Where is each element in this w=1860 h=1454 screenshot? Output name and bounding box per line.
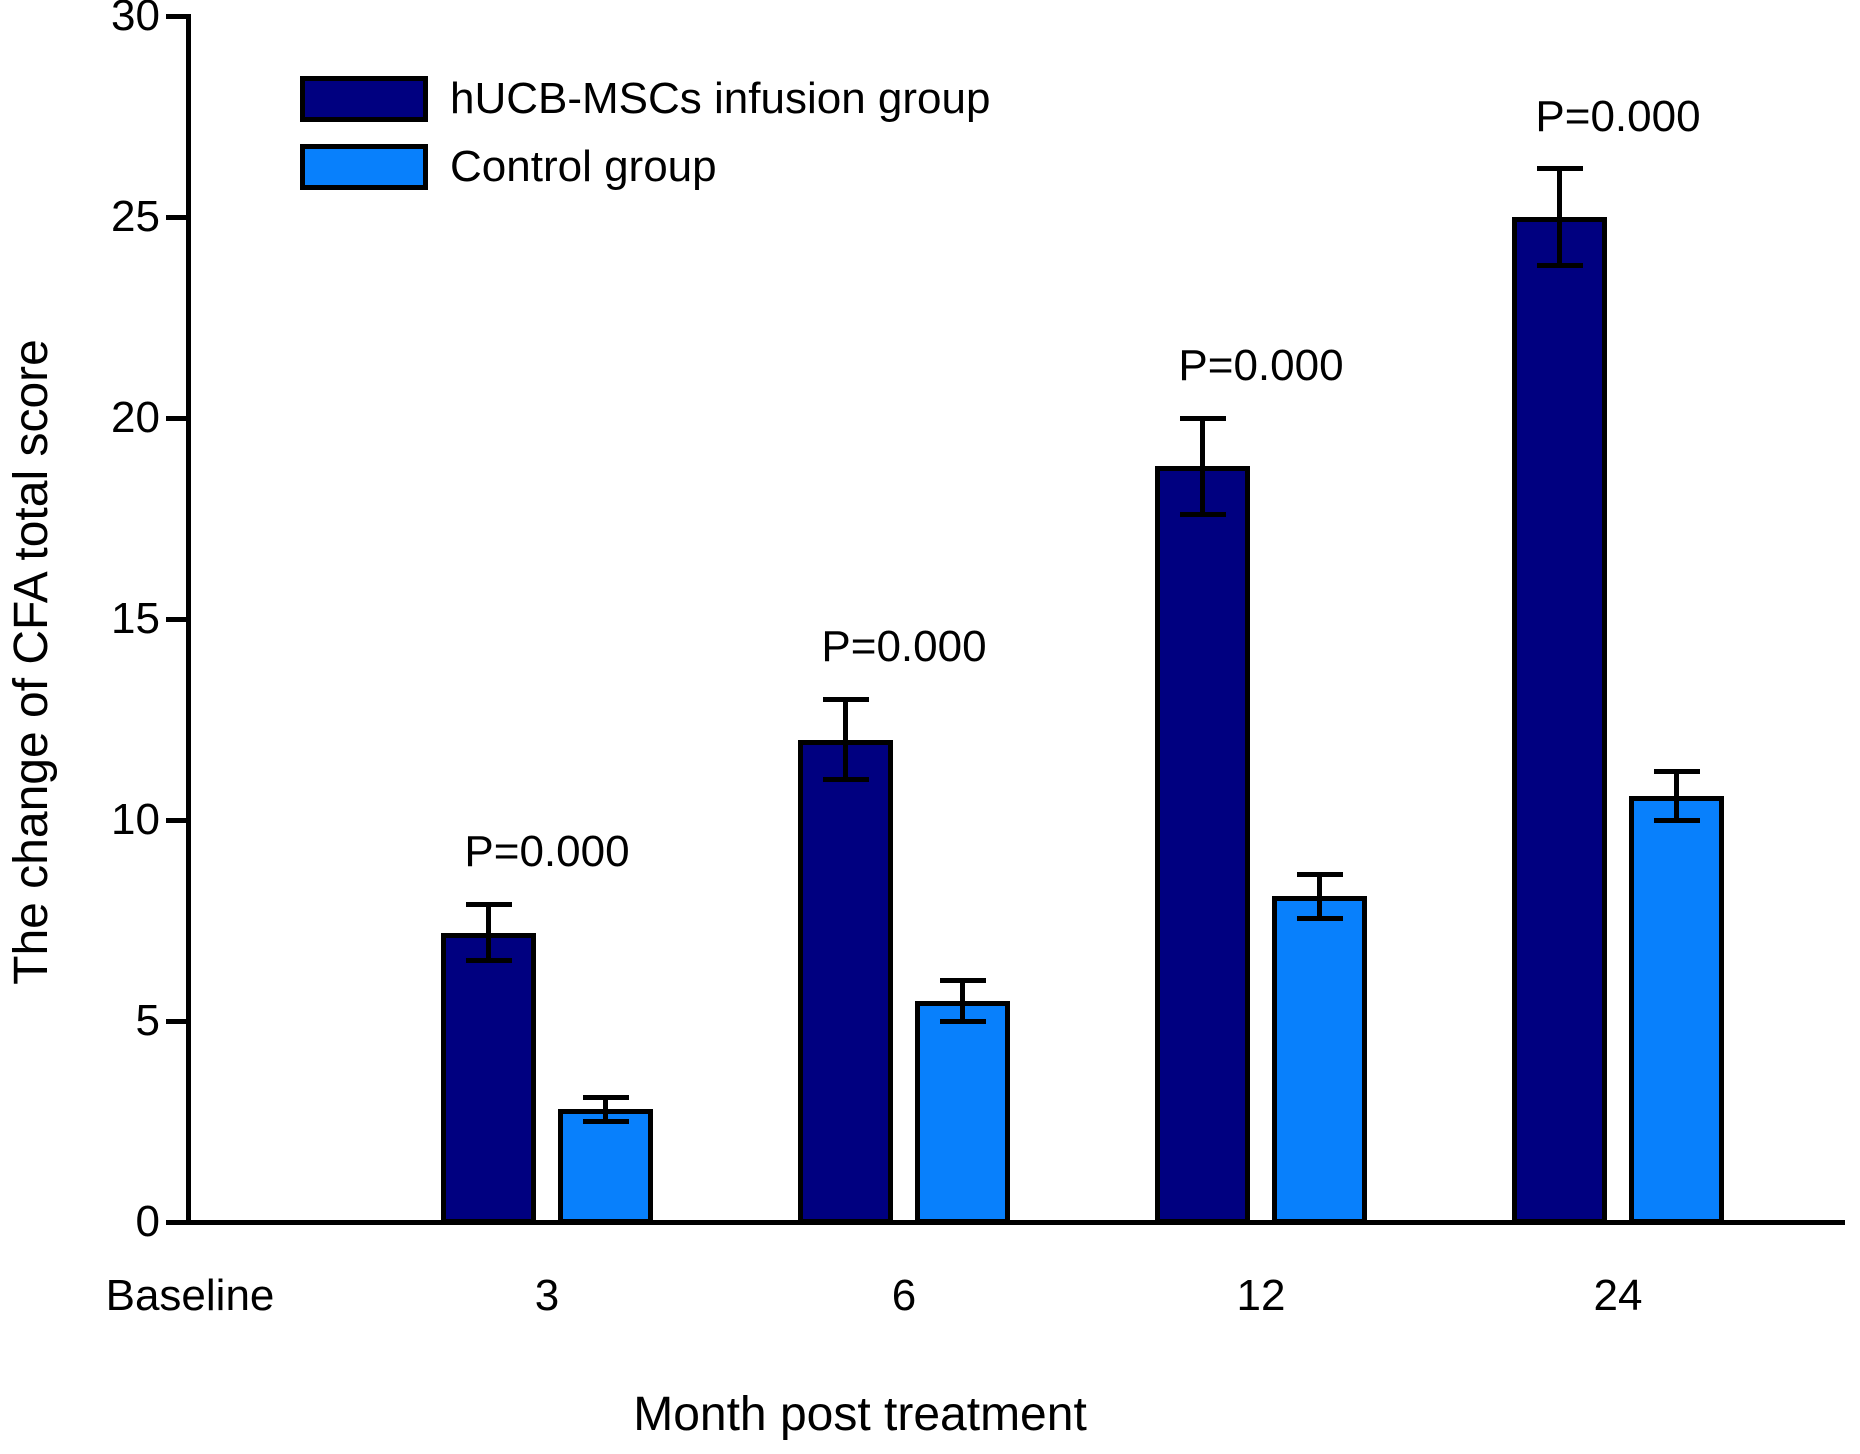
y-tick (166, 818, 188, 823)
p-value-annotation: P=0.000 (1535, 91, 1701, 141)
error-bar-cap-bottom (1296, 915, 1343, 921)
y-tick (166, 416, 188, 421)
error-bar-cap-bottom (939, 1018, 986, 1024)
y-tick (166, 215, 188, 220)
x-axis-line (186, 1220, 1845, 1225)
error-bar-stem (1200, 418, 1205, 515)
category-label: 6 (891, 1271, 917, 1320)
y-tick (166, 617, 188, 622)
y-tick-label: 10 (111, 795, 160, 844)
error-bar-cap-bottom (1536, 262, 1583, 268)
y-tick-label: 20 (111, 393, 160, 442)
y-tick-label: 15 (111, 594, 160, 643)
y-tick (166, 1220, 188, 1225)
x-axis-title: Month post treatment (633, 1388, 1087, 1441)
error-bar-stem (1317, 874, 1322, 919)
y-tick (166, 14, 188, 19)
category-label: Baseline (105, 1271, 275, 1320)
legend-swatch-control-group (300, 144, 428, 190)
category-label: 3 (534, 1271, 560, 1320)
legend-item-infusion-group: hUCB-MSCs infusion group (300, 74, 990, 124)
bar-control-3 (558, 1109, 653, 1224)
y-tick (166, 1019, 188, 1024)
error-bar-cap-bottom (822, 777, 869, 783)
bar-infusion-6 (798, 739, 893, 1224)
category-label: 12 (1236, 1271, 1286, 1320)
error-bar-cap-bottom (1653, 817, 1700, 823)
bar-control-6 (915, 1000, 1010, 1224)
error-bar-cap-bottom (1179, 511, 1226, 517)
y-tick-label: 0 (135, 1197, 160, 1246)
error-bar-cap-top (939, 978, 986, 984)
legend: hUCB-MSCs infusion group Control group (300, 74, 990, 210)
error-bar-cap-top (1536, 166, 1583, 172)
legend-item-control-group: Control group (300, 142, 990, 192)
y-axis-line (186, 14, 191, 1225)
error-bar-stem (1674, 771, 1679, 820)
y-tick-label: 30 (111, 0, 160, 40)
error-bar-stem (486, 904, 491, 961)
error-bar-cap-top (465, 901, 512, 907)
error-bar-cap-top (1653, 769, 1700, 775)
p-value-annotation: P=0.000 (1178, 341, 1344, 390)
y-tick-label: 25 (111, 192, 160, 241)
legend-label-infusion-group: hUCB-MSCs infusion group (450, 74, 991, 123)
error-bar-stem (843, 699, 848, 780)
error-bar-stem (1557, 168, 1562, 266)
p-value-annotation: P=0.000 (821, 622, 987, 672)
error-bar-cap-top (582, 1094, 629, 1100)
error-bar-cap-bottom (582, 1119, 629, 1124)
error-bar-cap-top (1179, 415, 1226, 421)
error-bar-stem (960, 980, 965, 1021)
bar-control-12 (1272, 896, 1367, 1224)
error-bar-cap-top (822, 696, 869, 702)
bar-infusion-3 (441, 932, 536, 1224)
p-value-annotation: P=0.000 (464, 827, 630, 877)
error-bar-stem (603, 1097, 608, 1122)
error-bar-cap-top (1296, 871, 1343, 877)
legend-label-control-group: Control group (450, 142, 717, 191)
y-tick-label: 5 (135, 996, 160, 1045)
bar-infusion-24 (1512, 217, 1607, 1224)
legend-swatch-infusion-group (300, 76, 428, 122)
category-label: 24 (1593, 1271, 1643, 1320)
bar-control-24 (1629, 795, 1724, 1224)
bar-infusion-12 (1155, 466, 1250, 1224)
error-bar-cap-bottom (465, 958, 512, 964)
